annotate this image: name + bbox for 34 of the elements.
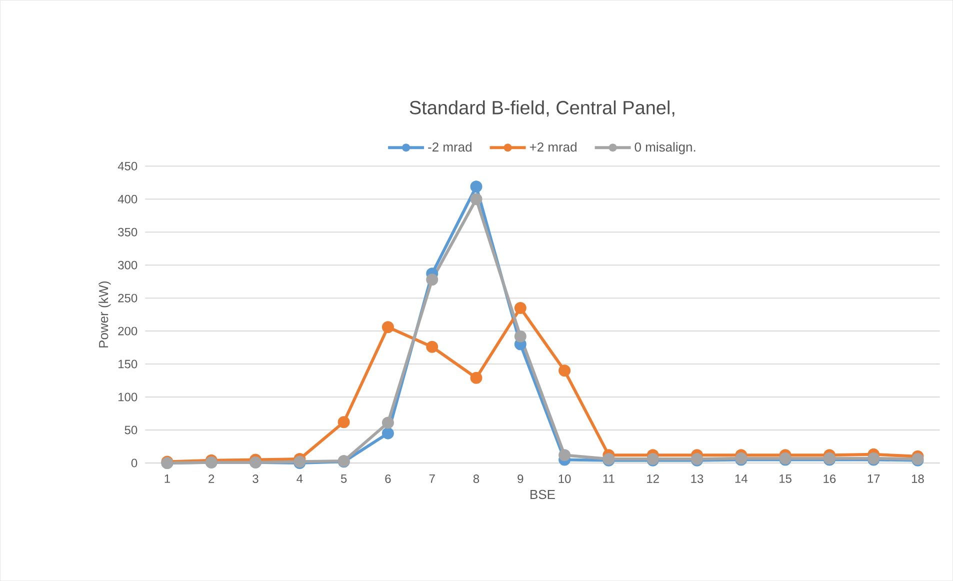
x-tick-label: 8 — [473, 474, 480, 483]
x-tick-label: 13 — [691, 474, 704, 483]
x-tick-label: 7 — [429, 474, 435, 483]
x-tick-label: 14 — [735, 474, 748, 483]
y-tick-label: 300 — [118, 260, 138, 270]
y-tick-label: 0 — [131, 458, 138, 468]
legend-label: +2 mrad — [530, 142, 576, 152]
x-tick-label: 5 — [340, 474, 347, 483]
y-axis-title: Power (kW) — [98, 281, 111, 348]
y-tick-label: 250 — [118, 294, 138, 302]
legend-label: -2 mrad — [428, 142, 472, 152]
y-tick-label: 350 — [118, 228, 138, 236]
x-tick-label: 9 — [518, 474, 524, 483]
y-tick-label: 450 — [118, 162, 138, 170]
x-tick-label: 16 — [824, 474, 836, 483]
x-tick-label: 4 — [296, 474, 303, 483]
x-tick-label: 12 — [647, 474, 659, 483]
legend-label: 0 misalign. — [634, 142, 696, 154]
y-tick-label: 150 — [118, 360, 138, 368]
x-tick-label: 2 — [208, 474, 214, 483]
x-tick-label: 11 — [603, 474, 614, 483]
y-tick-label: 400 — [118, 194, 138, 204]
y-tick-label: 100 — [118, 392, 138, 402]
x-tick-label: 18 — [912, 474, 924, 483]
x-tick-label: 1 — [164, 474, 170, 483]
x-tick-label: 6 — [385, 474, 391, 483]
x-tick-label: 10 — [558, 474, 571, 483]
x-tick-label: 17 — [868, 474, 880, 483]
y-tick-label: 200 — [118, 326, 138, 336]
chart-title: Standard B-field, Central Panel, — [410, 100, 674, 117]
x-axis-title: BSE — [530, 490, 555, 500]
x-tick-label: 3 — [252, 474, 258, 483]
x-tick-label: 15 — [780, 474, 792, 483]
y-tick-label: 50 — [124, 426, 138, 434]
